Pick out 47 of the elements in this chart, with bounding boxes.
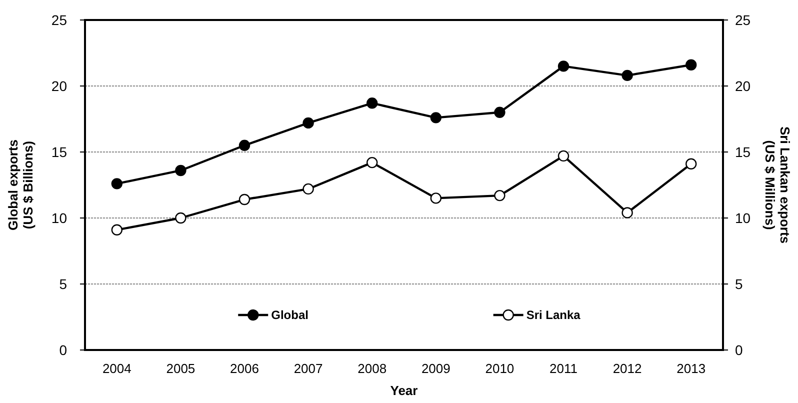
point [175,164,186,176]
y2-tick-label: 10 [735,210,751,226]
point [238,140,250,151]
x-tick-label: 2004 [102,361,132,376]
x-tick-label: 2011 [550,361,578,376]
y-tick-label: 25 [51,12,68,28]
point [430,192,442,204]
x-tick-label: 2006 [230,361,259,376]
point [494,106,506,118]
y-tick-label: 5 [59,276,68,292]
point [302,183,314,195]
x-tick-label: 2007 [294,361,323,376]
y2-tick-label: 20 [735,78,751,94]
point [111,224,122,236]
y2-axis-title: Sri Lankan exports (US $ Millions) [762,126,792,244]
y2-tick-label: 15 [735,144,751,160]
point [302,117,314,129]
x-tick-label: 2012 [612,361,642,376]
point [622,207,633,218]
y2-tick-label: 25 [735,12,751,28]
y2-tick-label: 0 [735,342,743,358]
point [430,112,442,124]
y-tick-label: 15 [51,144,68,160]
x-tick-label: 2005 [166,361,196,376]
legend-label: Global [271,308,308,322]
y2-tick-label: 5 [735,276,743,292]
legend-label: Sri Lanka [526,308,581,322]
point [686,158,697,170]
y-tick-label: 10 [51,210,68,226]
point [366,98,378,109]
point [111,178,122,190]
x-tick-label: 2013 [676,361,706,376]
point [686,59,697,70]
x-tick-label: 2008 [358,361,387,376]
point [175,212,186,224]
point [622,70,633,82]
y-tick-label: 0 [59,342,68,358]
y-tick-label: 20 [51,78,68,94]
x-tick-label: 2010 [485,361,514,376]
point [558,60,570,72]
y-axis-title: Global exports (US $ Billions) [6,139,36,231]
point [366,156,378,168]
x-tick-label: 2009 [421,361,450,376]
point [558,150,570,162]
point [238,194,250,206]
x-axis-title: Year [390,383,418,398]
point [494,190,506,202]
